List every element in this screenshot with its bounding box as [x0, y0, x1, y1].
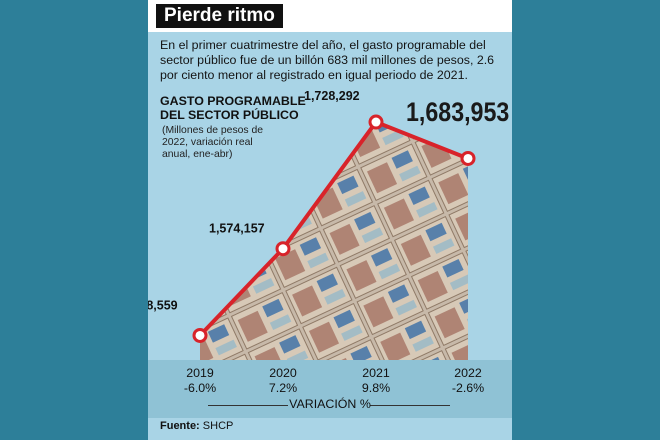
- data-point-2020: [275, 241, 291, 257]
- axis-rule-left: [208, 405, 288, 406]
- x-tick-label-2022: 2022: [454, 366, 482, 380]
- variation-label-2021: 9.8%: [361, 381, 391, 395]
- data-point-2019: [192, 327, 208, 343]
- variation-label-2020: 7.2%: [268, 381, 298, 395]
- x-tick-label-2020: 2020: [269, 366, 297, 380]
- axis-rule-right: [370, 405, 450, 406]
- x-axis-band: [148, 360, 512, 418]
- lede-text: En el primer cuatrimestre del año, el ga…: [160, 38, 495, 82]
- headline-bar: Pierde ritmo: [148, 0, 512, 32]
- source-value: SHCP: [202, 420, 234, 432]
- chart-subtitle: (Millones de pesos de 2022, variación re…: [162, 125, 264, 160]
- banknote-area: [200, 122, 468, 361]
- headline: Pierde ritmo: [156, 4, 283, 28]
- value-label-2019: 1,468,559: [148, 298, 178, 312]
- value-label-2020: 1,574,157: [209, 222, 265, 236]
- series-line: [198, 120, 469, 337]
- infographic-card: Pierde ritmo En el primer cuatrimestre d…: [148, 0, 512, 440]
- value-label-2021: 1,728,292: [304, 89, 360, 103]
- variation-label-2019: -6.0%: [183, 381, 217, 395]
- x-tick-label-2019: 2019: [186, 366, 214, 380]
- x-tick-label-2021: 2021: [362, 366, 390, 380]
- data-point-2022: [460, 150, 476, 166]
- source-label: Fuente:: [160, 420, 200, 432]
- source-note: Fuente: SHCP: [160, 420, 233, 432]
- data-point-2021: [368, 114, 384, 130]
- latest-value-highlight: 1,683,953: [406, 97, 510, 127]
- line-chart: 1,468,559 1,574,157 1,728,292: [148, 89, 476, 361]
- variation-label-2022: -2.6%: [451, 381, 485, 395]
- chart-title: GASTO PROGRAMABLE DEL SECTOR PÚBLICO: [160, 94, 306, 122]
- x-axis-label: VARIACIÓN %: [289, 397, 371, 411]
